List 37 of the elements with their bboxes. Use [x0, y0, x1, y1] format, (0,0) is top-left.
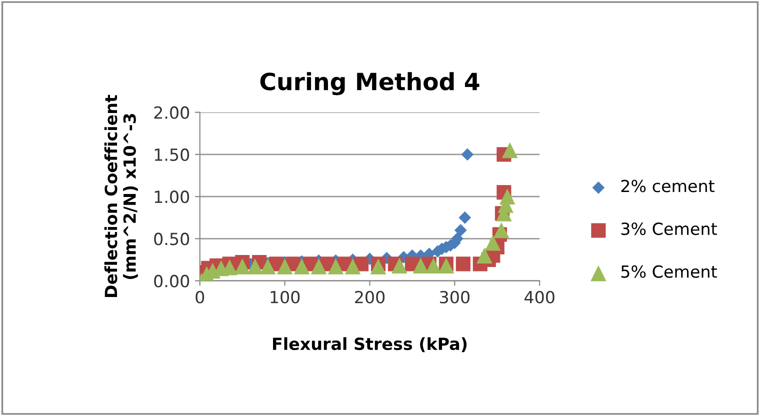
point — [392, 258, 408, 274]
point — [499, 188, 516, 204]
point — [344, 258, 361, 274]
point — [412, 258, 429, 274]
point — [458, 211, 472, 224]
y-tick-label: 0.50 — [154, 232, 190, 246]
point — [247, 258, 264, 274]
x-tick-label: 300 — [440, 290, 470, 304]
point — [476, 248, 492, 264]
legend-label: 5% Cement — [621, 265, 717, 278]
point — [502, 142, 518, 158]
x-axis-title: Flexural Stress (kPa) — [273, 337, 467, 352]
point — [456, 256, 470, 272]
point — [461, 148, 474, 161]
point — [260, 258, 276, 274]
y-axis-title: Deflection Coefficient (mm^2/N) x10^-3 — [104, 94, 138, 298]
legend-label: 3% Cement — [621, 222, 717, 236]
chart-title: Curing Method 4 — [260, 72, 480, 96]
point — [484, 234, 501, 251]
point — [370, 258, 386, 274]
y-tick-label: 1.50 — [154, 148, 190, 162]
x-tick-label: 400 — [524, 290, 554, 304]
x-tick-label: 100 — [270, 290, 300, 304]
x-tick-label: 0 — [196, 290, 204, 304]
point — [310, 258, 327, 274]
y-tick-label: 0.00 — [154, 274, 190, 288]
point — [294, 258, 310, 274]
point — [276, 258, 293, 274]
legend-label: 2% cement — [621, 180, 714, 192]
point — [328, 258, 344, 274]
point — [493, 222, 510, 238]
point — [426, 258, 442, 274]
y-tick-label: 1.00 — [154, 190, 190, 204]
x-tick-label: 200 — [355, 290, 385, 304]
point — [234, 258, 250, 274]
y-tick-label: 2.00 — [154, 106, 190, 119]
point — [454, 224, 467, 236]
